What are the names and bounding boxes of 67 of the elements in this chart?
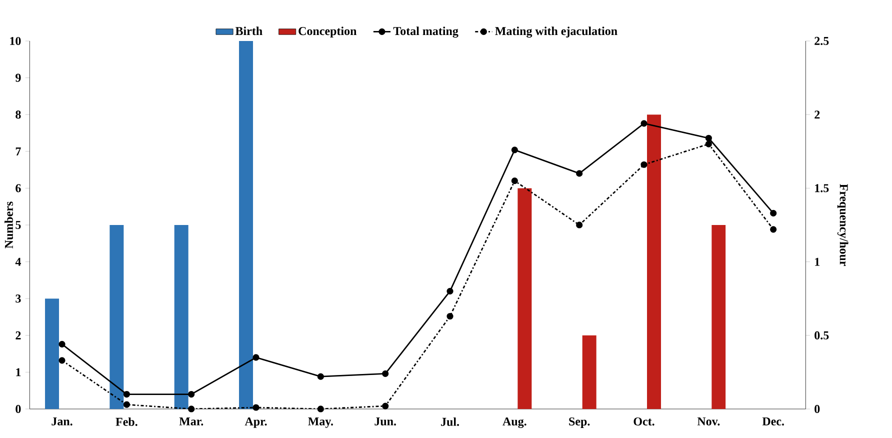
bar: [582, 335, 596, 409]
x-tick-label: Dec.: [762, 417, 784, 426]
bar: [712, 224, 726, 409]
point: [511, 146, 518, 154]
y-tick-label: 1: [16, 368, 21, 376]
y2-tick-label: 2.5: [814, 36, 829, 46]
point: [446, 288, 454, 295]
y-tick-label: 6: [16, 184, 21, 192]
legend-label: Mating with ejaculation: [495, 26, 618, 38]
bar: [239, 40, 254, 409]
x-tick-label: Apr.: [244, 417, 267, 428]
y-tick-label: 5: [16, 221, 21, 229]
point: [705, 140, 712, 148]
point: [252, 354, 260, 361]
point: [58, 357, 66, 364]
point: [382, 402, 389, 410]
point: [317, 373, 324, 380]
y-tick-label: 4: [15, 258, 21, 266]
point: [252, 404, 260, 411]
point: [640, 120, 648, 127]
point: [576, 170, 583, 177]
y-tick-label: 9: [16, 74, 21, 82]
x-tick-label: Aug.: [502, 417, 526, 428]
y-tick-label: 10: [10, 36, 21, 46]
bar: [174, 224, 188, 409]
y2-tick-label: 0: [814, 404, 820, 414]
point: [770, 210, 777, 217]
point: [188, 390, 195, 398]
y-axis-title: Numbers: [4, 202, 14, 248]
x-tick-label: Jul.: [441, 417, 459, 426]
legend-label: Conception: [298, 26, 357, 38]
bar: [45, 298, 60, 409]
x-tick-label: Jun.: [374, 417, 396, 426]
point: [511, 178, 518, 184]
x-tick-label: Feb.: [116, 417, 138, 426]
y2-axis-title: Frequency/hour: [837, 184, 848, 266]
y2-tick-label: 1: [815, 258, 820, 266]
y-tick-label: 0: [16, 404, 21, 414]
point: [640, 161, 648, 168]
y2-tick-label: 2: [814, 110, 820, 119]
point: [188, 406, 195, 412]
point: [317, 406, 324, 412]
bar: [110, 224, 124, 409]
y-tick-label: 2: [16, 331, 21, 340]
x-tick-label: Sep.: [569, 417, 590, 428]
x-tick-label: Oct.: [634, 417, 654, 426]
point: [123, 401, 130, 408]
point: [58, 340, 66, 348]
y-tick-label: 7: [16, 147, 21, 156]
point: [705, 134, 712, 142]
point: [770, 226, 777, 233]
point: [576, 222, 583, 228]
x-tick-label: May.: [308, 417, 333, 428]
legend-label: Birth: [235, 26, 262, 36]
bar: [518, 188, 532, 409]
y2-tick-label: 0.5: [814, 331, 829, 340]
y-tick-label: 3: [16, 294, 21, 303]
point: [382, 370, 389, 377]
point: [123, 390, 130, 398]
y-tick-label: 8: [16, 110, 21, 119]
x-tick-label: Mar.: [179, 417, 204, 426]
point: [446, 312, 454, 320]
bar: [647, 114, 661, 409]
legend-label: Total mating: [393, 26, 458, 38]
x-tick-label: Jan.: [52, 417, 72, 426]
y2-tick-label: 1.5: [815, 184, 829, 192]
x-tick-label: Nov.: [697, 417, 720, 426]
